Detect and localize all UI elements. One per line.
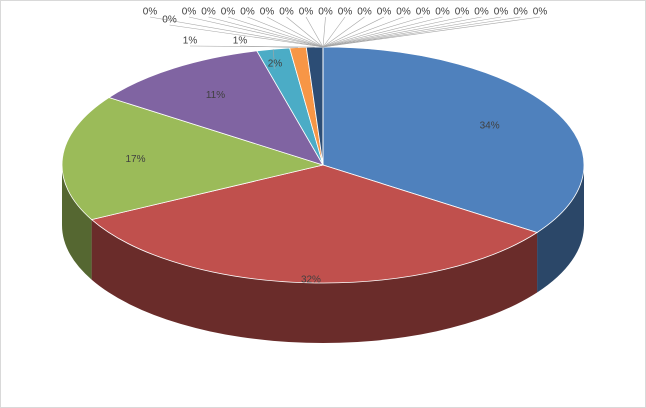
leader-line [322, 16, 385, 48]
leader-line [322, 16, 326, 48]
leader-line [322, 16, 365, 48]
leader-line [322, 16, 424, 48]
data-label: 0% [182, 7, 197, 18]
data-label: 0% [494, 7, 509, 18]
data-label: 0% [279, 7, 294, 18]
leader-line [322, 16, 482, 48]
data-label: 1% [233, 36, 248, 47]
data-label: 0% [338, 7, 353, 18]
leader-line [247, 16, 324, 48]
data-label: 0% [474, 7, 489, 18]
leader-line [266, 16, 324, 48]
data-label: 34% [480, 120, 500, 131]
data-label: 0% [396, 7, 411, 18]
pie-slice [322, 46, 585, 233]
leader-line [188, 16, 324, 48]
data-label: 32% [301, 274, 321, 285]
leader-line [322, 16, 346, 48]
leader-line [272, 49, 276, 70]
pie-side [537, 165, 584, 293]
leader-line [208, 16, 324, 48]
data-label: 17% [125, 154, 145, 165]
data-label: 0% [260, 7, 275, 18]
data-label: 0% [455, 7, 470, 18]
data-label: 0% [240, 7, 255, 18]
leader-line [322, 16, 463, 48]
leader-line [286, 16, 324, 48]
data-label: 0% [162, 15, 177, 26]
data-label: 11% [206, 90, 225, 101]
leader-line [322, 16, 443, 48]
data-label: 1% [183, 36, 198, 47]
data-label: 0% [357, 7, 372, 18]
leader-line [322, 16, 404, 48]
pie-slice [90, 164, 538, 284]
data-label: 0% [299, 7, 314, 18]
leader-line [149, 16, 324, 48]
leader-line [322, 16, 521, 48]
leader-line [189, 45, 315, 48]
data-label: 0% [201, 7, 216, 18]
pie-slice [61, 97, 325, 221]
leader-line [322, 16, 541, 48]
data-label: 2% [268, 59, 283, 70]
leader-line [227, 16, 324, 48]
data-label: 0% [221, 7, 236, 18]
data-label: 0% [416, 7, 431, 18]
data-label: 0% [377, 7, 392, 18]
data-label: 0% [513, 7, 528, 18]
leader-line [305, 16, 324, 48]
data-label: 0% [533, 7, 548, 18]
data-label: 0% [143, 7, 158, 18]
leader-line [322, 16, 502, 48]
data-label: 0% [435, 7, 450, 18]
pie-slice [108, 50, 324, 166]
pie-side [91, 219, 538, 343]
leader-line [169, 24, 324, 48]
data-label: 0% [318, 7, 333, 18]
